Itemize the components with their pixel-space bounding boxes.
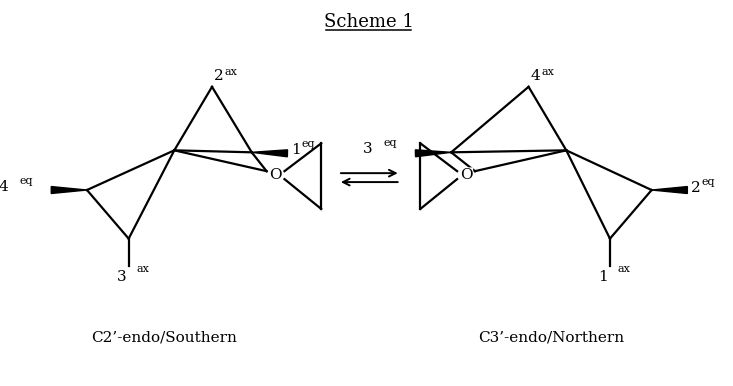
- Text: ax: ax: [225, 67, 237, 77]
- Text: Scheme 1: Scheme 1: [324, 14, 413, 31]
- Text: 3: 3: [363, 142, 373, 156]
- Text: 1: 1: [292, 143, 301, 157]
- Text: 3: 3: [117, 271, 127, 284]
- Text: 4: 4: [531, 69, 540, 83]
- Text: eq: eq: [301, 139, 315, 149]
- Text: 1: 1: [598, 271, 608, 284]
- Polygon shape: [416, 150, 452, 157]
- Polygon shape: [251, 150, 287, 157]
- Text: C3’-endo/Northern: C3’-endo/Northern: [479, 331, 625, 345]
- Text: eq: eq: [383, 139, 397, 148]
- Text: 2: 2: [214, 69, 224, 83]
- Polygon shape: [51, 186, 87, 193]
- Text: ax: ax: [542, 67, 554, 77]
- Text: O: O: [269, 168, 282, 182]
- Text: 2: 2: [691, 181, 701, 195]
- Text: eq: eq: [701, 177, 715, 187]
- Text: C2’-endo/Southern: C2’-endo/Southern: [92, 331, 237, 345]
- Polygon shape: [652, 186, 688, 193]
- Text: ax: ax: [136, 264, 150, 274]
- Text: eq: eq: [20, 176, 33, 186]
- Text: ax: ax: [618, 264, 631, 274]
- Text: O: O: [460, 168, 472, 182]
- Text: 4: 4: [0, 180, 9, 194]
